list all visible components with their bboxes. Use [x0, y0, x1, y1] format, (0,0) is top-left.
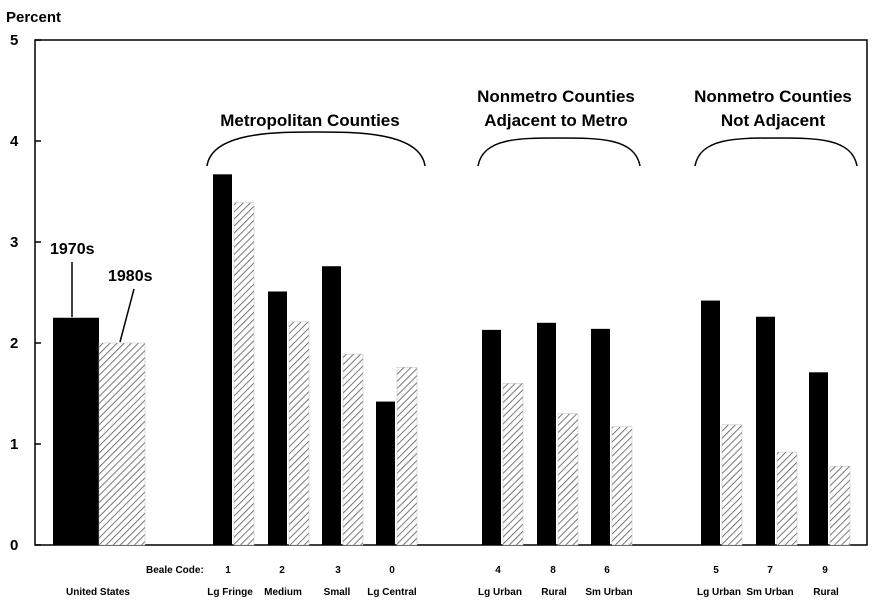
series-annotations: 1970s 1980s [50, 241, 153, 343]
x-category-label: Lg Fringe [207, 587, 253, 598]
group-labels: Metropolitan Counties Nonmetro Counties Ad… [206, 87, 858, 167]
bar-1970s-1 [213, 174, 232, 545]
x-category-label: Medium [264, 587, 302, 598]
bar-1980s-2 [288, 321, 310, 546]
beale-code: 9 [822, 565, 828, 576]
y-tick-label: 3 [10, 234, 18, 251]
y-axis-label: Percent [6, 9, 61, 26]
bar-1970s-2 [268, 291, 287, 545]
y-tick-label: 5 [10, 32, 18, 49]
bar-1980s-5 [502, 383, 524, 546]
y-axis: 0 1 2 3 4 5 [10, 32, 41, 554]
bar-1970s-10 [809, 372, 828, 545]
x-category-label: Small [324, 587, 351, 598]
x-category-label: Lg Urban [697, 587, 741, 598]
bar-1970s-0 [53, 317, 99, 545]
bar-1980s-6 [557, 413, 579, 546]
x-category-label: Rural [541, 587, 567, 598]
x-axis: United States 1 Lg Fringe 2 Medium 3 Small 0 Lg … [66, 565, 839, 598]
group-label: Nonmetro Counties [694, 87, 852, 106]
x-category-label: Rural [813, 587, 839, 598]
y-tick-label: 2 [10, 335, 18, 352]
bar-1980s-3 [342, 353, 364, 546]
x-category-label: Sm Urban [746, 587, 793, 598]
beale-code-label: Beale Code: [146, 565, 204, 576]
beale-code: 2 [279, 565, 285, 576]
x-category-label: Sm Urban [585, 587, 632, 598]
beale-code: 3 [335, 565, 341, 576]
bar-1980s-8 [721, 424, 743, 546]
beale-code: 5 [713, 565, 719, 576]
plot-frame [34, 39, 868, 546]
bar-1970s-3 [322, 266, 341, 545]
bar-1980s-1 [233, 202, 255, 546]
beale-code: 4 [495, 565, 501, 576]
bar-1980s-10 [829, 465, 851, 546]
bar-1970s-9 [756, 316, 775, 545]
group-brace [477, 137, 641, 167]
bar-1970s-4 [376, 401, 395, 545]
group-label: Nonmetro Counties [477, 87, 635, 106]
bar-1980s-9 [776, 451, 798, 546]
bar-1980s-7 [611, 426, 633, 546]
bar-1980s-4 [396, 366, 418, 546]
series-label-1980s: 1980s [108, 268, 153, 285]
leader-line-1980s [119, 288, 135, 343]
group-brace [206, 131, 426, 167]
group-label: Metropolitan Counties [220, 111, 399, 130]
group-label: Adjacent to Metro [484, 111, 628, 130]
beale-code: 8 [550, 565, 556, 576]
bar-1970s-6 [537, 322, 556, 545]
beale-code: 7 [767, 565, 773, 576]
group-label: Not Adjacent [721, 111, 826, 130]
bar-1970s-8 [701, 300, 720, 545]
x-category-label: Lg Urban [478, 587, 522, 598]
bar-1980s-0 [98, 342, 146, 546]
x-category-label: Lg Central [367, 587, 417, 598]
y-tick-label: 0 [10, 537, 18, 554]
group-brace [694, 137, 858, 167]
bar-1970s-5 [482, 329, 501, 545]
beale-code: 1 [225, 565, 231, 576]
y-tick-label: 4 [10, 133, 19, 150]
beale-code: 0 [389, 565, 395, 576]
bar-1970s-7 [591, 328, 610, 545]
series-label-1970s: 1970s [50, 241, 95, 258]
x-category-label: United States [66, 587, 130, 598]
y-tick-label: 1 [10, 436, 18, 453]
bars [53, 174, 851, 546]
beale-code: 6 [604, 565, 610, 576]
